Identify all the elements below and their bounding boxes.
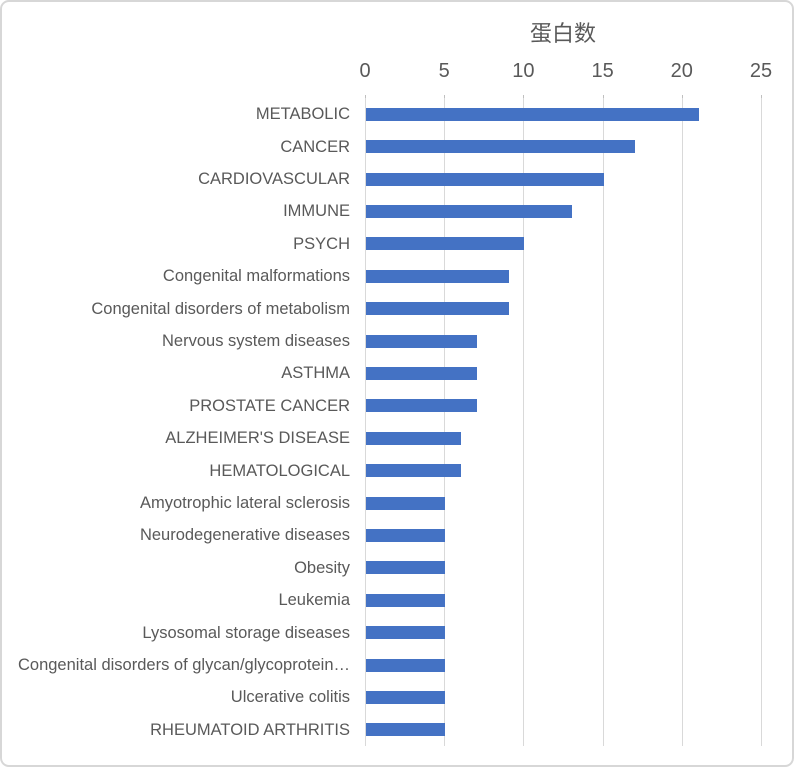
axis-tick-label: 15 (591, 60, 614, 82)
chart-title: 蛋白数 (529, 21, 596, 46)
category-label: Obesity (294, 558, 350, 577)
category-label: Congenital disorders of metabolism (91, 299, 350, 318)
axis-tick-label: 0 (359, 60, 371, 82)
category-label: PSYCH (293, 234, 350, 253)
bar (366, 464, 462, 478)
axis-tick-label: 20 (670, 60, 693, 82)
gridline (365, 98, 366, 746)
bar (366, 204, 572, 218)
bar (366, 626, 446, 640)
category-label: METABOLIC (255, 105, 350, 124)
axis-tick-label: 10 (512, 60, 535, 82)
category-label: ASTHMA (281, 364, 350, 383)
bar (366, 593, 446, 607)
gridline (444, 98, 446, 746)
bar (366, 140, 636, 154)
gridline (681, 98, 683, 746)
category-label: Congenital disorders of glycan/glycoprot… (17, 656, 350, 674)
category-label: Neurodegenerative diseases (139, 526, 350, 545)
category-label: Amyotrophic lateral sclerosis (140, 494, 350, 512)
bar (366, 399, 477, 413)
bar (366, 723, 446, 737)
axis-tick-label: 5 (438, 60, 450, 82)
bar (366, 172, 604, 186)
axis-tick-label: 25 (749, 60, 773, 82)
bar (366, 107, 699, 121)
gridline (602, 98, 604, 746)
bar (366, 496, 446, 510)
bar (366, 690, 446, 704)
gridline (523, 98, 525, 746)
category-label: PROSTATE CANCER (189, 396, 350, 415)
category-label: Leukemia (278, 591, 350, 610)
bar (366, 366, 477, 380)
bar (366, 334, 477, 348)
category-label: CARDIOVASCULAR (198, 170, 350, 188)
category-label: Congenital malformations (162, 267, 350, 286)
bar (366, 302, 509, 316)
category-label: RHEUMATOID ARTHRITIS (150, 720, 350, 739)
category-label: Ulcerative colitis (230, 688, 350, 707)
category-label: IMMUNE (283, 202, 350, 221)
category-label: ALZHEIMER'S DISEASE (165, 429, 350, 448)
category-label: Nervous system diseases (162, 332, 350, 350)
bar (366, 269, 509, 283)
bar (366, 237, 525, 251)
bar (366, 658, 446, 672)
category-label: HEMATOLOGICAL (209, 461, 350, 480)
gridline (761, 98, 762, 746)
bar (366, 431, 462, 445)
bar (366, 528, 446, 542)
bar (366, 561, 446, 575)
category-label: Lysosomal storage diseases (142, 623, 350, 642)
category-label: CANCER (280, 137, 350, 156)
